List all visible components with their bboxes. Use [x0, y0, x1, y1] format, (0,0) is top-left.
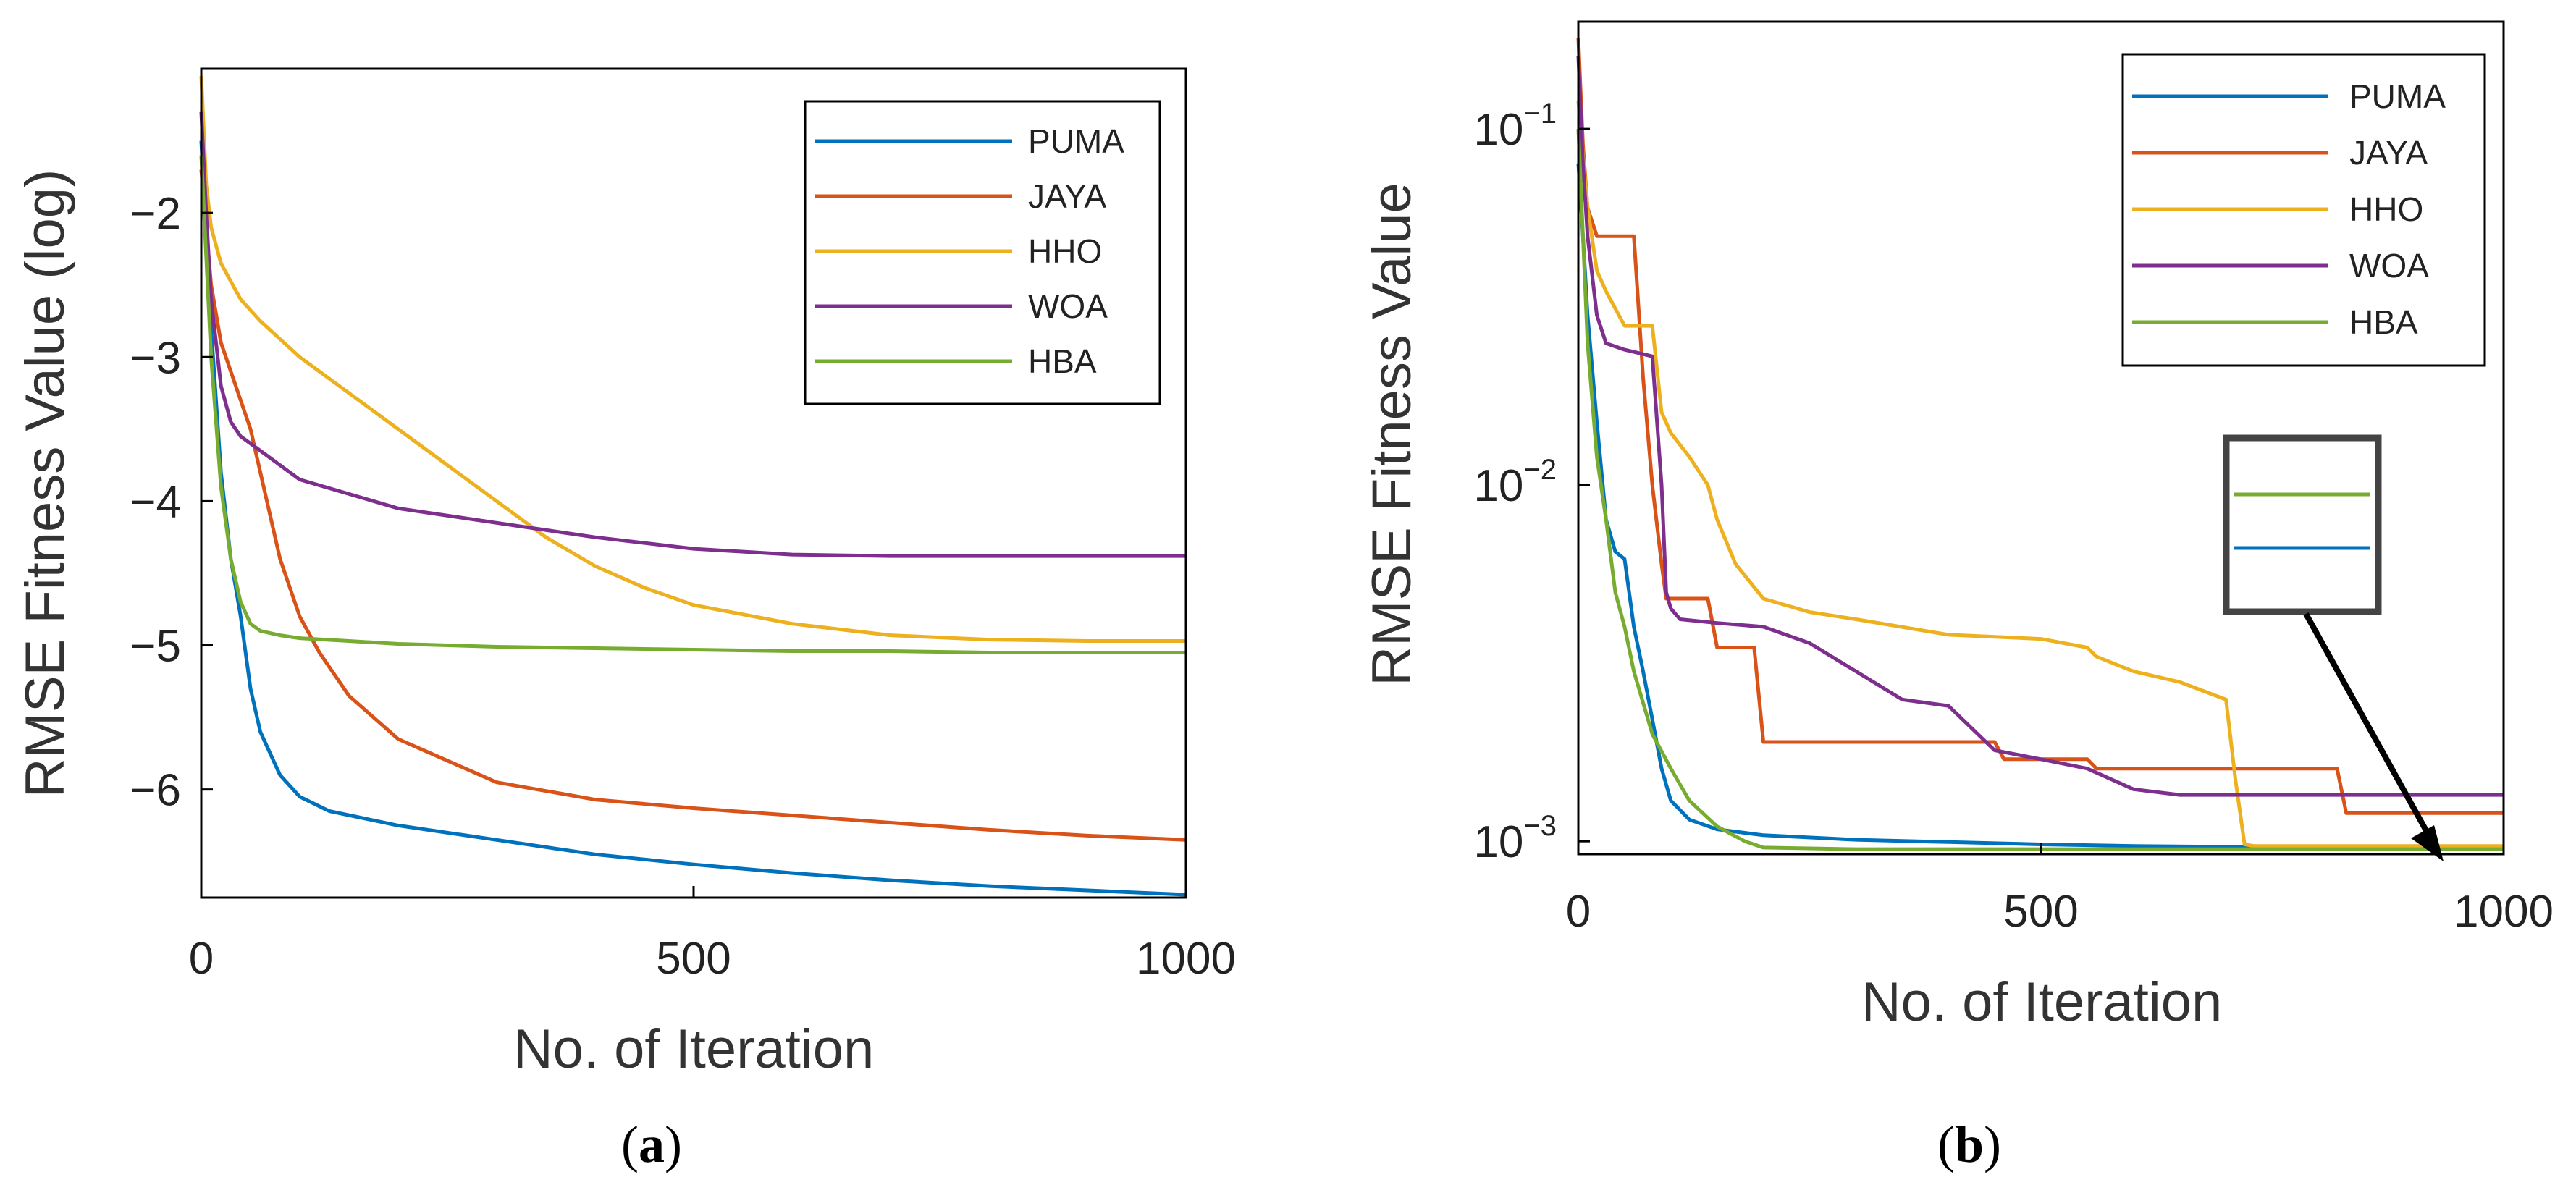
chart-a-series-woa — [199, 111, 1186, 558]
legend-label-puma: PUMA — [2349, 77, 2446, 115]
chart-a-series-hho — [199, 75, 1186, 643]
chart-a-series-hba — [199, 155, 1186, 654]
legend-label-hho: HHO — [2349, 190, 2423, 228]
legend-label-hho: HHO — [1028, 232, 1102, 270]
chart-b-series-jaya — [1576, 38, 2504, 815]
legend-label-woa: WOA — [2349, 247, 2429, 284]
chart-b-ytick-label: 10−2 — [1473, 454, 1557, 511]
chart-a-legend: PUMA JAYA HHO WOA HBA — [804, 100, 1161, 405]
legend-label-jaya: JAYA — [1028, 177, 1107, 215]
chart-b-xlabel: No. of Iteration — [1861, 971, 2223, 1033]
chart-a-ytick-label: −6 — [130, 766, 181, 816]
chart-a-xtick-label: 0 — [189, 934, 214, 984]
legend-label-hba: HBA — [1028, 342, 1097, 380]
chart-b-xtick-label: 0 — [1566, 887, 1591, 937]
chart-a-ytick-label: −3 — [130, 333, 181, 383]
chart-a-series-group — [199, 75, 1187, 897]
chart-b-ytick-label: 10−3 — [1473, 810, 1557, 867]
chart-b-zoom-inset — [2223, 434, 2382, 615]
chart-b: 0 500 1000 10−1 10−2 10−3 No. of Iteration RM… — [1361, 20, 2554, 1173]
legend-label-hba: HBA — [2349, 303, 2418, 341]
chart-b-caption: (b) — [1937, 1115, 2001, 1173]
chart-a-ticks: 0 500 1000 −2 −3 −4 −5 −6 — [130, 189, 1236, 984]
chart-a-xlabel: No. of Iteration — [513, 1018, 875, 1080]
zoom-arrow-shaft — [2303, 612, 2434, 841]
zoom-arrow-head — [2411, 825, 2444, 861]
chart-a-ytick-label: −4 — [130, 477, 181, 527]
chart-b-series-woa — [1576, 56, 2504, 797]
chart-a-xtick-label: 500 — [656, 934, 731, 984]
chart-b-ytick-label: 10−1 — [1473, 98, 1557, 155]
chart-a-ytick-label: −2 — [130, 189, 181, 239]
zoom-arrow — [2303, 612, 2444, 861]
chart-a-series-jaya — [199, 169, 1187, 842]
chart-b-series-hho — [1576, 100, 2504, 848]
legend-label-puma: PUMA — [1028, 122, 1124, 160]
chart-a-ylabel: RMSE Fitness Value (log) — [14, 169, 76, 798]
chart-b-xtick-label: 500 — [2003, 887, 2078, 937]
chart-a-caption-letter: a — [639, 1115, 665, 1173]
chart-b-series-group — [1576, 38, 2504, 851]
chart-a-ytick-label: −5 — [130, 622, 181, 672]
chart-b-ylabel: RMSE Fitness Value — [1361, 182, 1423, 686]
chart-b-caption-letter: b — [1955, 1115, 1984, 1173]
zoom-inset-box — [2223, 434, 2382, 615]
chart-b-series-hba — [1576, 128, 2504, 851]
chart-b-ticks: 0 500 1000 10−1 10−2 10−3 — [1473, 98, 2554, 937]
chart-a-caption: (a) — [621, 1115, 682, 1173]
legend-label-woa: WOA — [1028, 287, 1108, 325]
chart-a: 0 500 1000 −2 −3 −4 −5 −6 No. of Iteration RMSE… — [14, 67, 1236, 1173]
chart-b-xtick-label: 1000 — [2454, 887, 2554, 937]
chart-a-xtick-label: 1000 — [1136, 934, 1236, 984]
legend-label-jaya: JAYA — [2349, 134, 2428, 172]
chart-b-legend: PUMA JAYA HHO WOA HBA — [2121, 53, 2486, 367]
